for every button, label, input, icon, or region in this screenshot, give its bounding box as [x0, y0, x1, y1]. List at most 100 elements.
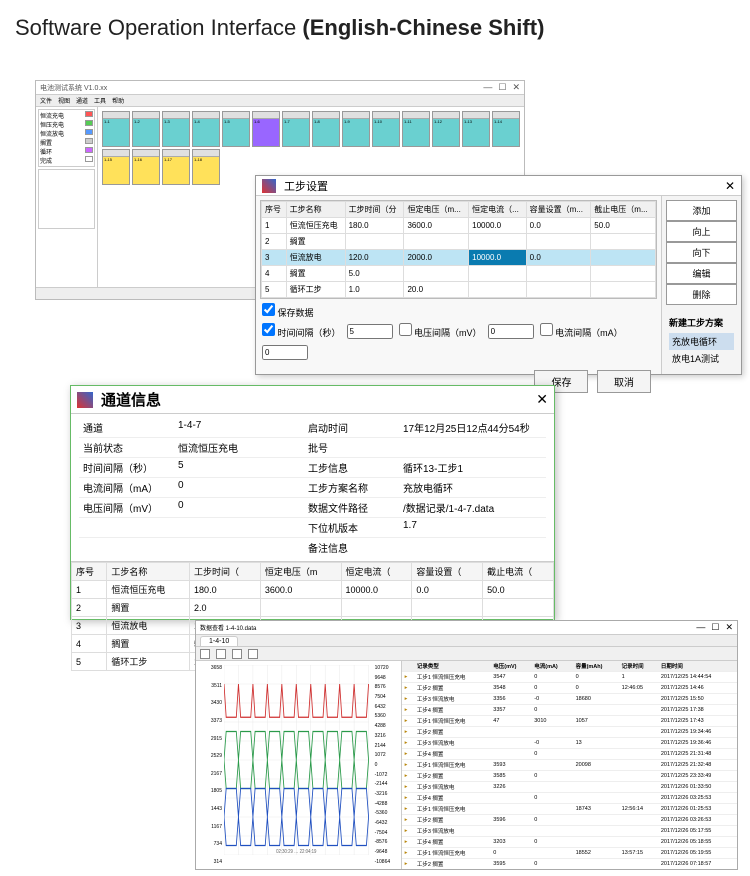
table-row[interactable]: ▸工步1 恒流恒压充电47301010572017/12/25 17:43 — [402, 716, 737, 727]
side-button[interactable]: 编辑 — [666, 263, 737, 284]
channel-tile[interactable]: 1-9 — [342, 111, 370, 147]
close-icon[interactable]: ✕ — [725, 179, 735, 193]
main-window-title: 电池测试系统 V1.0.xx — [40, 83, 107, 93]
table-row[interactable]: ▸工步4 搁置02017/12/25 21:31:48 — [402, 749, 737, 760]
tool-icon[interactable] — [248, 649, 258, 659]
dialog-titlebar: 工步设置 ✕ — [256, 176, 741, 196]
menu-item[interactable]: 视图 — [58, 96, 70, 105]
table-row[interactable]: ▸工步1 恒流恒压充电35470012017/12/25 14:44:54 — [402, 672, 737, 683]
table-row[interactable]: ▸工步1 恒流恒压充电1874312:56:142017/12/26 01:25… — [402, 804, 737, 815]
table-row[interactable]: ▸工步1 恒流恒压充电01855213:57:152017/12/26 05:1… — [402, 848, 737, 859]
table-row[interactable]: ▸工步4 搁置320302017/12/26 05:18:55 — [402, 837, 737, 848]
table-row[interactable]: ▸工步3 恒流放电2017/12/26 05:17:55 — [402, 826, 737, 837]
channel-tile[interactable]: 1-15 — [102, 149, 130, 185]
side-button[interactable]: 添加 — [666, 200, 737, 221]
maximize-icon[interactable]: ☐ — [498, 82, 506, 93]
table-row[interactable]: ▸工步2 搁置359602017/12/26 03:26:53 — [402, 815, 737, 826]
legend-item: 恒流放电 — [40, 129, 93, 138]
channel-tile[interactable]: 1-3 — [162, 111, 190, 147]
column-header — [402, 661, 414, 672]
scheme-item[interactable]: 放电1A测试 — [669, 350, 734, 367]
table-row[interactable]: ▸工步2 搁置358502017/12/25 23:33:49 — [402, 771, 737, 782]
axis-label: 4288 — [375, 723, 399, 729]
column-header: 工步名称 — [107, 563, 190, 581]
heading-sub: (English-Chinese Shift) — [302, 15, 544, 40]
channel-tile[interactable]: 1-6 — [252, 111, 280, 147]
scheme-item[interactable]: 充放电循环 — [669, 333, 734, 350]
axis-label: 734 — [198, 841, 222, 847]
side-button[interactable]: 删除 — [666, 284, 737, 305]
channel-tile[interactable]: 1-10 — [372, 111, 400, 147]
channel-tile[interactable]: 1-12 — [432, 111, 460, 147]
axis-label: 3216 — [375, 733, 399, 739]
column-header: 恒定电流（... — [469, 202, 527, 218]
channel-tile[interactable]: 1-16 — [132, 149, 160, 185]
minimize-icon[interactable]: — — [483, 82, 492, 93]
table-row[interactable]: 1恒流恒压充电180.03600.010000.00.050.0 — [262, 218, 656, 234]
column-header: 截止电流（ — [483, 563, 554, 581]
table-row[interactable]: ▸工步2 搁置35480012:46:052017/12/25 14:46 — [402, 683, 737, 694]
minimize-icon[interactable]: — — [696, 622, 705, 633]
channel-tile[interactable]: 1-18 — [192, 149, 220, 185]
cancel-button[interactable]: 取消 — [597, 370, 651, 393]
column-header: 记录时间 — [619, 661, 658, 672]
time-interval-checkbox[interactable]: 时间间隔（秒） — [262, 323, 341, 339]
channel-tile[interactable]: 1-2 — [132, 111, 160, 147]
side-button[interactable]: 向上 — [666, 221, 737, 242]
tool-icon[interactable] — [232, 649, 242, 659]
close-icon[interactable]: ✕ — [725, 622, 733, 633]
table-row[interactable]: ▸工步3 恒流放电32262017/12/26 01:33:50 — [402, 782, 737, 793]
column-header: 容量设置（ — [412, 563, 483, 581]
table-row[interactable]: 3恒流放电120.02000.010000.00.0 — [262, 250, 656, 266]
time-interval-input[interactable] — [347, 324, 393, 339]
table-row: 1恒流恒压充电180.03600.010000.00.050.0 — [72, 581, 554, 599]
tool-icon[interactable] — [216, 649, 226, 659]
table-row[interactable]: ▸工步3 恒流放电3356-0186802017/12/25 15:50 — [402, 694, 737, 705]
channel-tile[interactable]: 1-13 — [462, 111, 490, 147]
menu-item[interactable]: 文件 — [40, 96, 52, 105]
column-header: 工步时间（ — [190, 563, 261, 581]
info-row: 电压间隔（mV）0数据文件路径/数据记录/1-4-7.data — [79, 498, 546, 518]
maximize-icon[interactable]: ☐ — [711, 622, 719, 633]
axis-label: 5360 — [375, 713, 399, 719]
table-row[interactable]: 4搁置5.0 — [262, 266, 656, 282]
channel-tile[interactable]: 1-14 — [492, 111, 520, 147]
tab-file[interactable]: 1-4-10 — [200, 636, 238, 646]
channel-tile[interactable]: 1-8 — [312, 111, 340, 147]
table-row[interactable]: ▸工步4 搁置335702017/12/25 17:38 — [402, 705, 737, 716]
channel-tile[interactable]: 1-5 — [222, 111, 250, 147]
table-row[interactable]: ▸工步3 恒流放电-0132017/12/25 19:36:46 — [402, 738, 737, 749]
volt-interval-checkbox[interactable]: 电压间隔（mV） — [399, 323, 482, 339]
menu-item[interactable]: 帮助 — [112, 96, 124, 105]
column-header: 电压(mV) — [490, 661, 531, 672]
curr-interval-input[interactable] — [262, 345, 308, 360]
table-row[interactable]: ▸工步2 搁置2017/12/25 19:34:46 — [402, 727, 737, 738]
menu-item[interactable]: 工具 — [94, 96, 106, 105]
app-logo-icon — [262, 179, 276, 193]
table-row[interactable]: ▸工步1 恒流恒压充电3593200982017/12/25 21:32:48 — [402, 760, 737, 771]
table-row[interactable]: ▸工步4 搁置02017/12/26 03:25:53 — [402, 793, 737, 804]
dialog-side-panel: 添加向上向下编辑删除 新建工步方案 充放电循环放电1A测试 — [661, 196, 741, 374]
menu-item[interactable]: 通道 — [76, 96, 88, 105]
channel-tile[interactable]: 1-17 — [162, 149, 190, 185]
table-row[interactable]: 5循环工步1.020.0 — [262, 282, 656, 298]
channel-tile[interactable]: 1-1 — [102, 111, 130, 147]
volt-interval-input[interactable] — [488, 324, 534, 339]
axis-label: 2915 — [198, 736, 222, 742]
save-data-checkbox[interactable]: 保存数据 — [262, 308, 314, 318]
table-row[interactable]: ▸工步2 搁置359502017/12/26 07:18:57 — [402, 859, 737, 870]
tool-icon[interactable] — [200, 649, 210, 659]
channel-tile[interactable]: 1-4 — [192, 111, 220, 147]
table-row[interactable]: 2搁置 — [262, 234, 656, 250]
close-icon[interactable]: ✕ — [512, 82, 520, 93]
channel-tile[interactable]: 1-7 — [282, 111, 310, 147]
channel-tile[interactable]: 1-11 — [402, 111, 430, 147]
side-button[interactable]: 向下 — [666, 242, 737, 263]
axis-label: 2144 — [375, 743, 399, 749]
axis-label: 2529 — [198, 753, 222, 759]
data-table: 记录类型电压(mV)电流(mA)容量(mAh)记录时间日期时间 ▸工步1 恒流恒… — [402, 661, 737, 869]
close-icon[interactable]: ✕ — [536, 391, 548, 408]
window-controls: — ☐ ✕ — [483, 82, 520, 93]
axis-label: 8576 — [375, 684, 399, 690]
curr-interval-checkbox[interactable]: 电流间隔（mA） — [540, 323, 623, 339]
